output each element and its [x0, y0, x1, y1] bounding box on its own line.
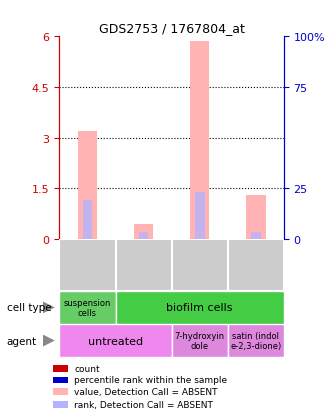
Text: biofilm cells: biofilm cells — [166, 303, 233, 313]
Title: GDS2753 / 1767804_at: GDS2753 / 1767804_at — [99, 21, 245, 35]
Text: rank, Detection Call = ABSENT: rank, Detection Call = ABSENT — [75, 400, 213, 409]
Bar — [251, 232, 261, 240]
Bar — [59, 324, 172, 357]
Polygon shape — [43, 335, 55, 347]
Bar — [190, 42, 210, 240]
Text: satin (indol
e-2,3-dione): satin (indol e-2,3-dione) — [230, 331, 281, 350]
Text: untreated: untreated — [88, 336, 143, 346]
Bar — [172, 240, 228, 291]
Text: percentile rank within the sample: percentile rank within the sample — [75, 375, 228, 385]
Text: agent: agent — [7, 336, 37, 346]
Bar — [53, 365, 68, 372]
Bar — [59, 240, 116, 291]
Bar — [115, 240, 172, 291]
Bar — [172, 324, 228, 357]
Bar — [139, 232, 148, 240]
Text: suspension
cells: suspension cells — [64, 298, 111, 317]
Bar — [134, 224, 153, 240]
Bar — [115, 291, 284, 324]
Bar — [78, 132, 97, 240]
Bar — [82, 201, 92, 240]
Bar — [228, 240, 284, 291]
Bar — [53, 389, 68, 395]
Text: cell type: cell type — [7, 303, 51, 313]
Bar — [246, 196, 266, 240]
Polygon shape — [43, 302, 55, 313]
Text: 7-hydroxyin
dole: 7-hydroxyin dole — [175, 331, 225, 350]
Bar — [53, 377, 68, 383]
Text: value, Detection Call = ABSENT: value, Detection Call = ABSENT — [75, 387, 218, 396]
Bar — [53, 401, 68, 408]
Bar — [228, 324, 284, 357]
Text: count: count — [75, 364, 100, 373]
Bar — [195, 192, 205, 240]
Bar — [59, 291, 116, 324]
